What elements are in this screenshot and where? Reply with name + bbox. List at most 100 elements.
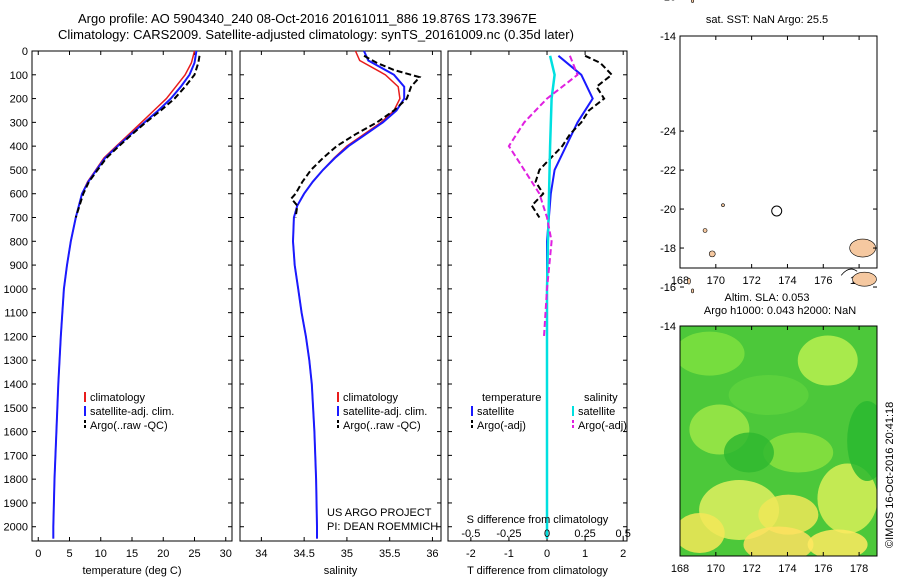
- land-mass: [849, 238, 876, 258]
- x-tick-label: 2: [620, 548, 626, 560]
- land-mass: [702, 228, 708, 233]
- top-axis-label: S difference from climatology: [467, 514, 609, 526]
- plot-frame-1: [31, 50, 233, 542]
- lon-tick-label: 168: [671, 275, 689, 287]
- legend-label: satellite: [477, 406, 514, 418]
- legend-label: satellite-adj. clim.: [90, 406, 174, 418]
- depth-tick-label: 2000: [4, 522, 28, 534]
- depth-tick-label: 1100: [4, 308, 28, 320]
- x-axis-label: T difference from climatology: [467, 565, 608, 577]
- top-tick-label: -0.25: [496, 528, 521, 540]
- series-line-3-4: [507, 55, 579, 337]
- depth-tick-label: 1800: [4, 474, 28, 486]
- depth-tick-label: 400: [10, 141, 28, 153]
- chart-title-line1: Argo profile: AO 5904340_240 08-Oct-2016…: [78, 11, 537, 26]
- depth-tick-label: 0: [22, 46, 28, 58]
- series-line-1-2: [52, 50, 198, 539]
- lat-tick-label: -20: [660, 204, 676, 216]
- sla-blob: [728, 375, 809, 415]
- annotation-line: US ARGO PROJECT: [327, 507, 432, 519]
- legend-label: satellite-adj. clim.: [343, 406, 427, 418]
- depth-tick-label: 1900: [4, 498, 28, 510]
- x-tick-label: 10: [95, 548, 107, 560]
- legend-label: Argo(-adj): [477, 420, 526, 432]
- land-mass: [691, 288, 695, 294]
- x-tick-label: 35.5: [379, 548, 400, 560]
- x-axis-label: salinity: [324, 565, 358, 577]
- x-axis-label: temperature (deg C): [82, 565, 181, 577]
- land-mass: [691, 0, 695, 3]
- top-tick-label: 0.5: [616, 528, 631, 540]
- depth-tick-label: 300: [10, 117, 28, 129]
- lon-tick-label: 168: [671, 563, 689, 575]
- depth-tick-label: 1600: [4, 427, 28, 439]
- x-tick-label: 1: [582, 548, 588, 560]
- depth-tick-label: 800: [10, 236, 28, 248]
- depth-tick-label: 1200: [4, 331, 28, 343]
- land-mass: [687, 277, 691, 285]
- series-line-3-3: [545, 55, 556, 539]
- sla-blob: [743, 526, 814, 556]
- depth-tick-label: 1500: [4, 403, 28, 415]
- depth-tick-label: 500: [10, 165, 28, 177]
- x-tick-label: 5: [66, 548, 72, 560]
- x-tick-label: 25: [188, 548, 200, 560]
- lat-tick-label: -24: [660, 126, 676, 138]
- series-line-2-2: [291, 50, 406, 539]
- land-mass: [721, 203, 725, 207]
- map-bottom-title: Altim. SLA: 0.053: [725, 292, 810, 304]
- lon-tick-label: 170: [707, 563, 725, 575]
- map-frame: [679, 325, 878, 557]
- lat-tick-label: -18: [660, 243, 676, 255]
- sla-blob: [763, 432, 834, 473]
- lon-tick-label: 172: [742, 563, 760, 575]
- depth-tick-label: 200: [10, 94, 28, 106]
- lat-tick-label: -14: [660, 321, 676, 333]
- sla-blob: [797, 335, 858, 386]
- depth-tick-label: 100: [10, 70, 28, 82]
- top-tick-label: 0: [544, 528, 550, 540]
- x-tick-label: 34.5: [293, 548, 314, 560]
- imos-stamp: ©IMOS 16-Oct-2016 20:41:18: [884, 401, 896, 548]
- sla-blob: [758, 494, 819, 535]
- depth-tick-label: 1000: [4, 284, 28, 296]
- lat-tick-label: -16: [660, 282, 676, 294]
- depth-tick-label: 600: [10, 189, 28, 201]
- plot-frame-2: [239, 50, 442, 542]
- legend-label: climatology: [90, 392, 146, 404]
- sla-blob: [680, 513, 725, 553]
- x-tick-label: -1: [504, 548, 514, 560]
- series-line-2-3: [289, 54, 422, 218]
- legend-label: Argo(..raw -QC): [343, 420, 421, 432]
- series-line-2-1: [292, 50, 401, 539]
- land-mass: [852, 271, 877, 287]
- sla-blob: [723, 432, 774, 473]
- x-tick-label: 36: [426, 548, 438, 560]
- series-line-1-1: [52, 50, 196, 539]
- legend-label: temperature: [482, 392, 541, 404]
- x-tick-label: 35: [341, 548, 353, 560]
- sla-blob: [680, 331, 745, 376]
- series-line-3-2: [530, 54, 614, 219]
- top-tick-label: 0.25: [574, 528, 595, 540]
- depth-tick-label: 1400: [4, 379, 28, 391]
- plot-frame-3: [447, 50, 628, 542]
- legend-label: Argo(-adj): [578, 420, 627, 432]
- lon-tick-label: 170: [707, 275, 725, 287]
- x-tick-label: -2: [466, 548, 476, 560]
- map-top-title: sat. SST: NaN Argo: 25.5: [706, 14, 828, 26]
- chart-title-line2: Climatology: CARS2009. Satellite-adjuste…: [58, 27, 574, 42]
- map-frame: [679, 35, 878, 269]
- sla-field: [680, 326, 877, 556]
- x-tick-label: 20: [157, 548, 169, 560]
- lat-tick-label: -14: [660, 31, 676, 43]
- depth-tick-label: 1700: [4, 450, 28, 462]
- lon-tick-label: 176: [814, 275, 832, 287]
- depth-tick-label: 900: [10, 260, 28, 272]
- sla-blob: [817, 463, 877, 534]
- legend-label: satellite: [578, 406, 615, 418]
- lon-tick-label: 174: [778, 275, 796, 287]
- top-tick-label: -0.5: [461, 528, 480, 540]
- reef-outline: [840, 268, 858, 276]
